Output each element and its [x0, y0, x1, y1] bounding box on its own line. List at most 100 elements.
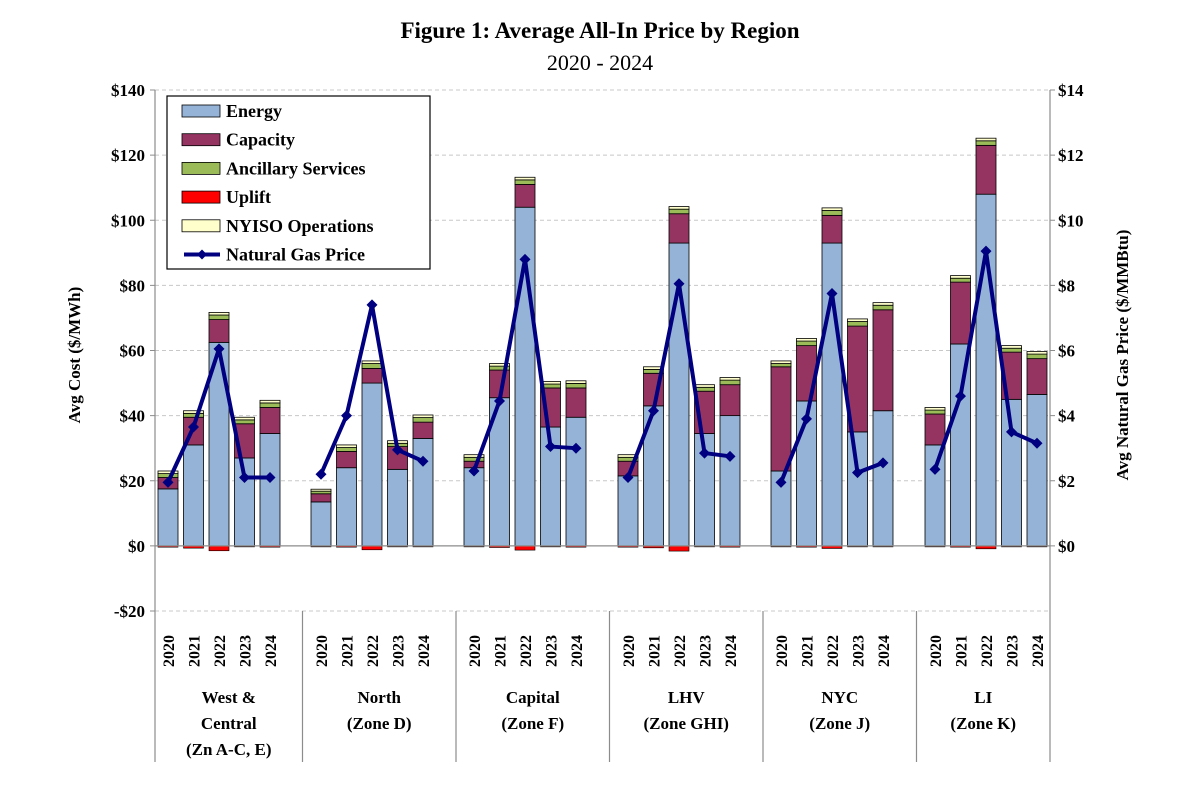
gas-price-marker	[775, 476, 787, 488]
bar-ancillary	[234, 419, 255, 425]
gas-price-marker	[801, 413, 812, 425]
legend-swatch-operations	[181, 219, 221, 233]
region-label: North	[358, 688, 402, 707]
bar-capacity	[1026, 358, 1048, 395]
bar-operations	[821, 207, 843, 211]
gas-price-marker	[852, 467, 863, 479]
region-label: (Zone D)	[347, 714, 412, 733]
bar-capacity	[770, 366, 792, 472]
bar-ancillary	[336, 447, 357, 452]
gas-price-marker	[622, 471, 634, 483]
y-axis-label: Avg Cost ($/MWh)	[65, 287, 84, 424]
gas-price-marker	[724, 450, 736, 462]
gas-price-marker	[699, 447, 710, 459]
year-label: 2020	[161, 635, 178, 667]
bar-capacity	[668, 213, 690, 244]
bar-energy	[361, 382, 383, 547]
category-axis: 2020 2021 2022 2023 2024 West & Central (Zn A-C…	[154, 611, 1051, 762]
bar-operations	[950, 275, 971, 279]
gas-price-marker	[929, 463, 941, 475]
y2-tick-label: $10	[1058, 211, 1084, 230]
gas-price-marker	[264, 471, 276, 483]
bar-capacity	[310, 493, 332, 503]
bar-ancillary	[719, 379, 741, 386]
year-label: 2020	[621, 635, 638, 667]
region-label: West &	[202, 688, 256, 707]
bar-energy	[387, 468, 408, 547]
legend: Energy Capacity Ancillary Services Uplift NY…	[166, 95, 431, 270]
gas-price-marker	[468, 465, 480, 477]
bar-capacity	[821, 214, 843, 244]
gas-price-marker	[366, 299, 378, 311]
bar-energy	[259, 433, 281, 547]
bar-operations	[463, 454, 485, 458]
gas-price-marker	[877, 457, 889, 469]
bar-capacity	[950, 281, 971, 345]
year-label: 2023	[698, 635, 715, 667]
bar-ancillary	[950, 277, 971, 283]
y2-tick-label: $6	[1058, 342, 1075, 361]
bar-operations	[157, 470, 179, 474]
bar-ancillary	[412, 417, 434, 423]
gas-price-marker	[826, 288, 838, 300]
legend-box	[166, 95, 431, 270]
axes	[150, 89, 1055, 612]
bar-operations	[234, 416, 255, 421]
bar-uplift	[514, 545, 536, 551]
year-label: 2023	[391, 635, 408, 667]
bar-ancillary	[821, 210, 843, 216]
region-label: (Zone F)	[501, 714, 564, 733]
gas-price-marker	[341, 410, 352, 422]
region-label: Capital	[506, 688, 560, 707]
bar-ancillary	[259, 402, 281, 408]
bar-operations	[208, 312, 230, 316]
bar-energy	[336, 467, 357, 547]
bar-ancillary	[770, 363, 792, 368]
bar-operations	[183, 410, 204, 414]
region-label: LI	[974, 688, 992, 707]
year-label: 2024	[263, 635, 280, 667]
y-tick-label: $140	[111, 81, 145, 100]
year-label: 2023	[851, 635, 868, 667]
bar-capacity	[412, 421, 434, 439]
tick-labels: -$20 $0 $20 $40 $60 $80 $100 $120 $140 $0 $2 $4 $6 $8…	[111, 81, 1084, 621]
bar-ancillary	[872, 304, 894, 311]
bar-operations	[847, 318, 868, 322]
year-label: 2024	[569, 635, 586, 667]
bar-capacity	[336, 451, 357, 469]
year-label: 2022	[825, 635, 842, 667]
year-label: 2021	[187, 635, 204, 667]
y-tick-label: $60	[120, 342, 146, 361]
legend-label: NYISO Operations	[226, 216, 374, 236]
bar-energy	[950, 343, 971, 547]
gas-price-marker	[673, 278, 685, 290]
bar-energy	[412, 438, 434, 547]
region-label: (Zone J)	[809, 714, 870, 733]
bar-ancillary	[463, 456, 485, 462]
bar-operations	[336, 444, 357, 448]
gas-price-marker	[570, 442, 582, 454]
bar-energy	[1026, 394, 1048, 547]
bar-operations	[872, 302, 894, 306]
region-label: NYC	[821, 688, 858, 707]
bar-ancillary	[1026, 353, 1048, 360]
legend-label: Energy	[226, 101, 282, 121]
gas-price-marker	[955, 390, 966, 402]
y-tick-label: -$20	[114, 602, 145, 621]
bar-operations	[259, 399, 281, 404]
bar-energy	[565, 416, 587, 547]
bar-operations	[1026, 351, 1048, 355]
year-label: 2020	[467, 635, 484, 667]
y-tick-label: $40	[120, 407, 146, 426]
bar-energy	[183, 444, 204, 547]
gas-price-marker	[162, 476, 174, 488]
bar-energy	[872, 410, 894, 547]
year-label: 2022	[365, 635, 382, 667]
bar-operations	[514, 176, 536, 181]
bar-ancillary	[208, 314, 230, 320]
y2-tick-label: $14	[1058, 81, 1084, 100]
year-label: 2022	[672, 635, 689, 667]
y2-tick-label: $12	[1058, 146, 1084, 165]
year-label: 2021	[340, 635, 357, 667]
legend-swatch-uplift	[181, 190, 221, 204]
